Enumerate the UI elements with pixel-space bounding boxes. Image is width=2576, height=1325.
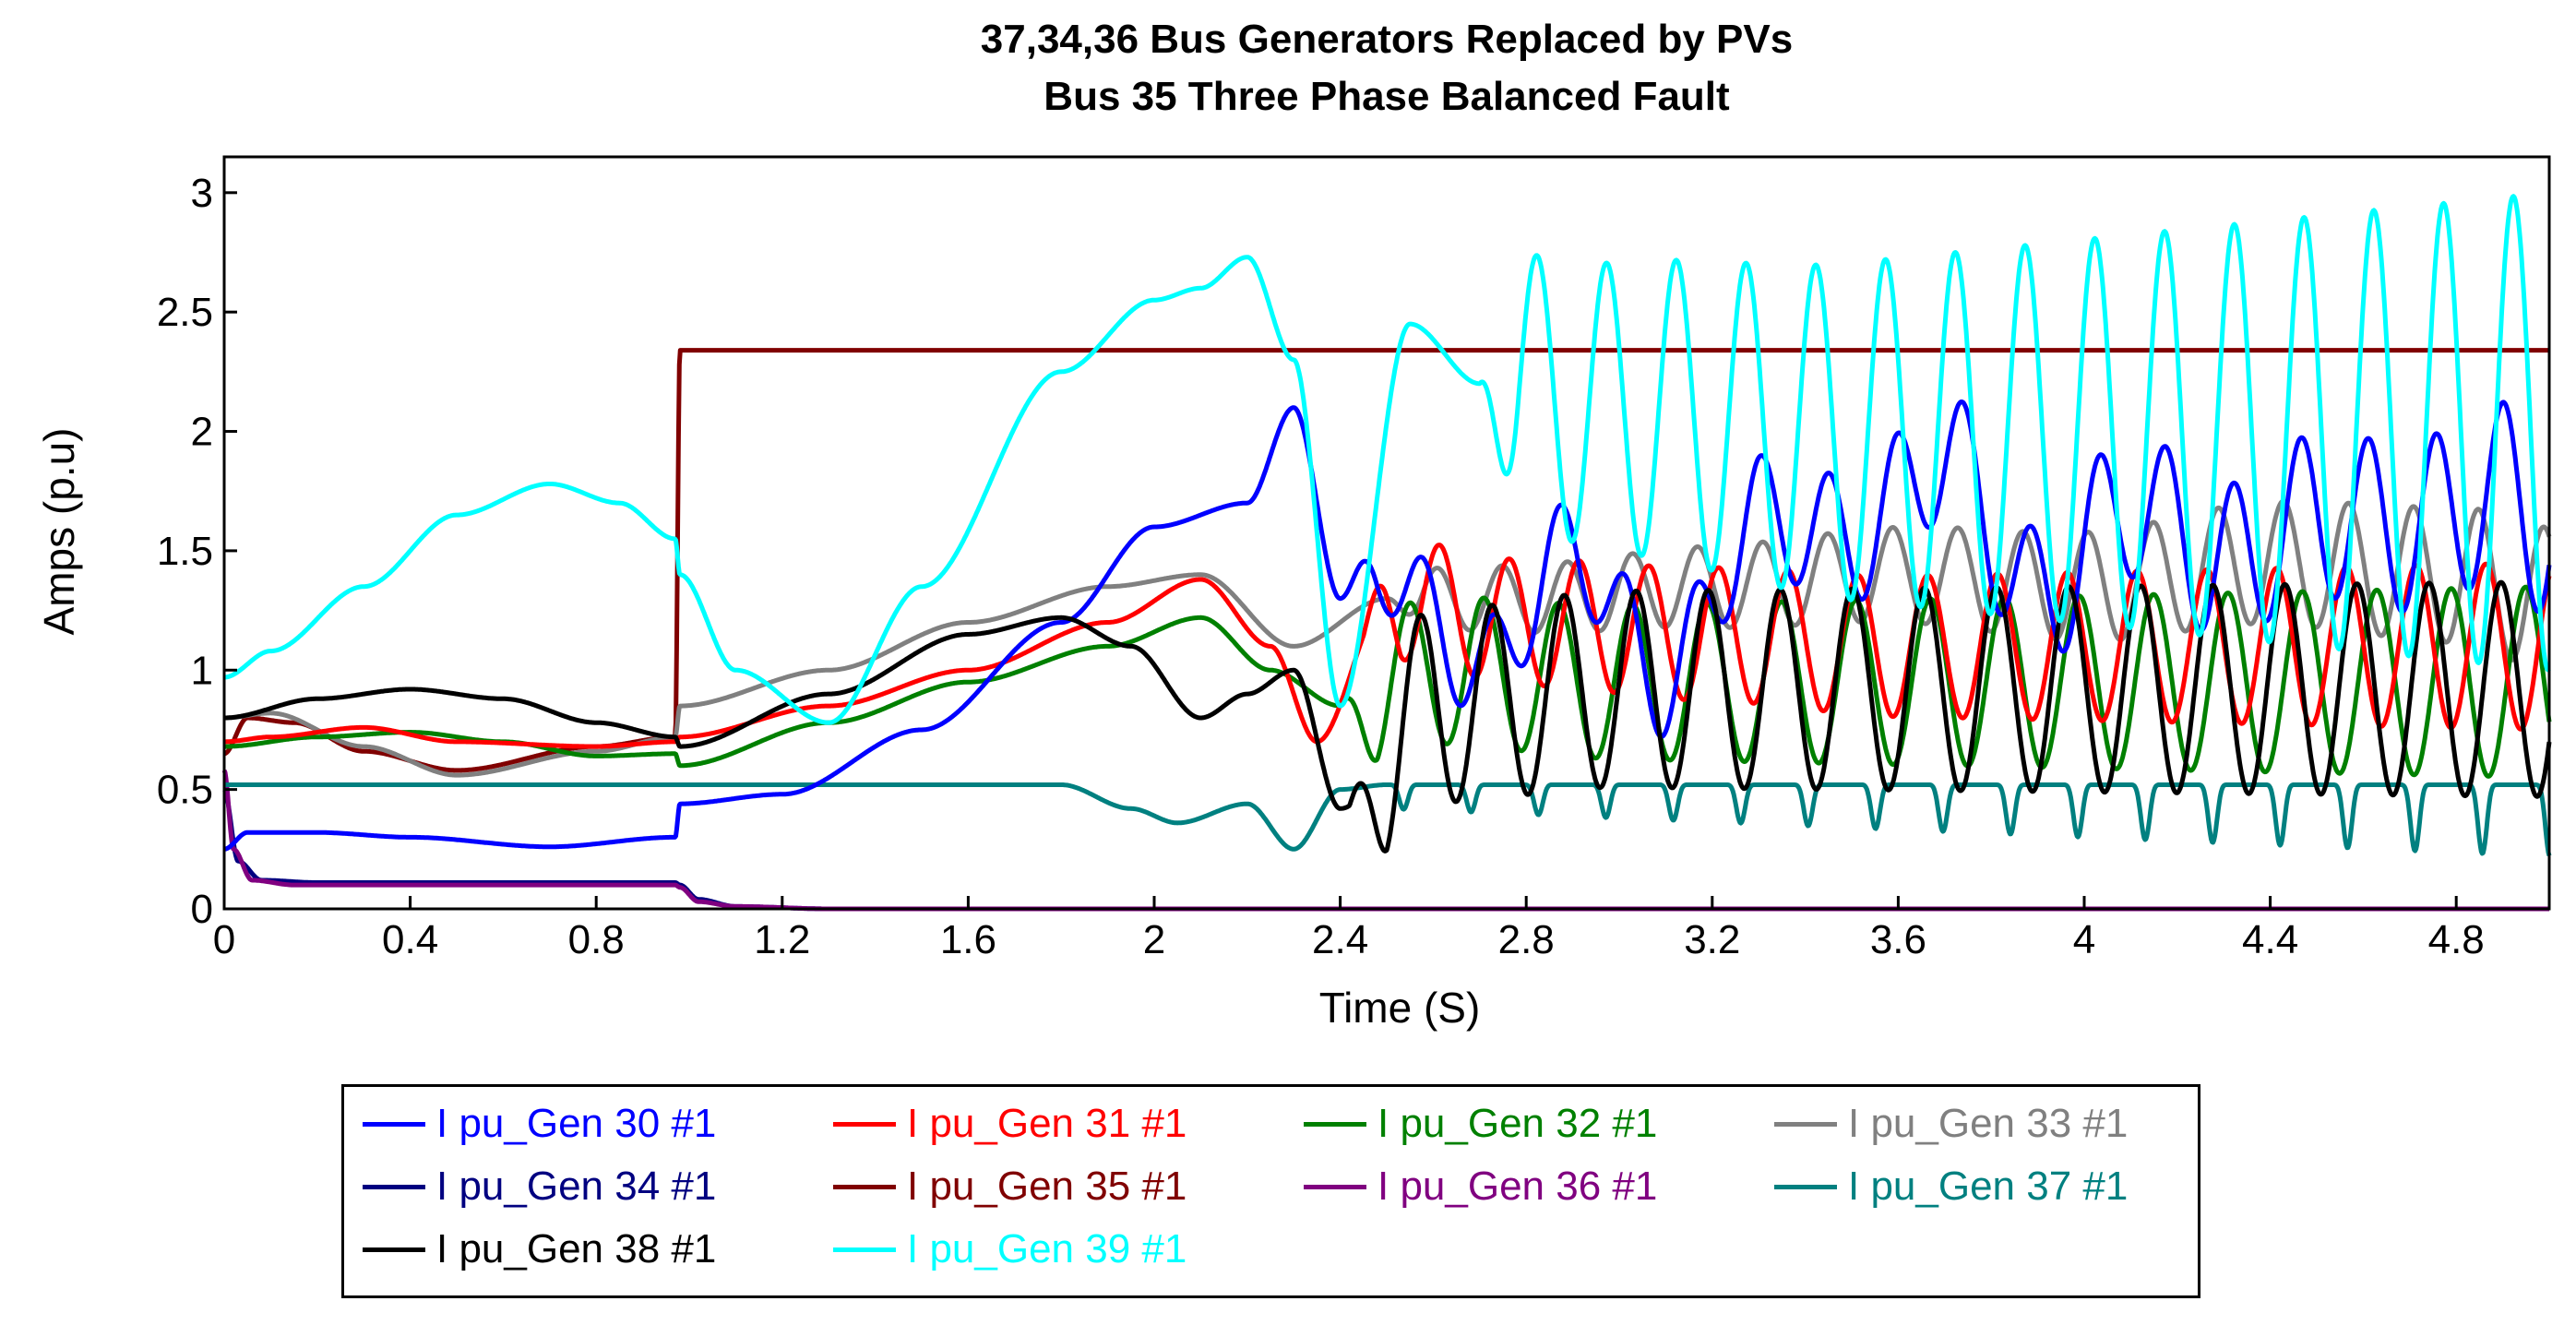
plot-area bbox=[224, 157, 2549, 909]
x-tick-label: 0.4 bbox=[382, 917, 438, 962]
y-tick-label: 3 bbox=[191, 171, 213, 216]
legend-label: I pu_Gen 35 #1 bbox=[907, 1164, 1187, 1209]
legend-swatch bbox=[833, 1247, 896, 1252]
series-line-i-pu-gen-39-1 bbox=[222, 194, 2551, 725]
legend-item: I pu_Gen 33 #1 bbox=[1774, 1094, 2128, 1153]
legend-item: I pu_Gen 37 #1 bbox=[1774, 1157, 2128, 1216]
legend-label: I pu_Gen 39 #1 bbox=[907, 1226, 1187, 1271]
x-tick-label: 3.6 bbox=[1870, 917, 1926, 962]
legend-item: I pu_Gen 32 #1 bbox=[1304, 1094, 1657, 1153]
legend-swatch bbox=[363, 1247, 425, 1252]
y-tick-label: 0.5 bbox=[157, 768, 213, 813]
legend: I pu_Gen 30 #1 I pu_Gen 31 #1 I pu_Gen 32 … bbox=[341, 1084, 2200, 1298]
x-tick-label: 0 bbox=[213, 917, 235, 962]
x-tick-label: 4 bbox=[2073, 917, 2095, 962]
x-tick-label: 4.4 bbox=[2242, 917, 2298, 962]
y-tick-label: 1.5 bbox=[157, 529, 213, 574]
legend-label: I pu_Gen 36 #1 bbox=[1377, 1164, 1658, 1209]
y-tick-label: 0 bbox=[191, 887, 213, 932]
legend-item: I pu_Gen 39 #1 bbox=[833, 1220, 1187, 1279]
series-line-i-pu-gen-30-1 bbox=[222, 399, 2552, 852]
legend-item: I pu_Gen 31 #1 bbox=[833, 1094, 1187, 1153]
series-line-i-pu-gen-37-1 bbox=[222, 782, 2552, 857]
chart-title-block: 37,34,36 Bus Generators Replaced by PVs … bbox=[224, 11, 2549, 125]
legend-item: I pu_Gen 30 #1 bbox=[363, 1094, 716, 1153]
x-tick-label: 2 bbox=[1143, 917, 1165, 962]
legend-swatch bbox=[1774, 1121, 1837, 1127]
x-tick-label: 2.8 bbox=[1498, 917, 1555, 962]
series-line-i-pu-gen-38-1 bbox=[222, 579, 2552, 853]
chart-title: 37,34,36 Bus Generators Replaced by PVs bbox=[980, 17, 1794, 62]
legend-label: I pu_Gen 38 #1 bbox=[436, 1226, 717, 1271]
y-tick-label: 2.5 bbox=[157, 290, 213, 335]
legend-item: I pu_Gen 38 #1 bbox=[363, 1220, 716, 1279]
x-tick-label: 1.2 bbox=[754, 917, 810, 962]
legend-swatch bbox=[1304, 1184, 1366, 1189]
legend-swatch bbox=[363, 1121, 425, 1127]
series-layer bbox=[221, 194, 2552, 912]
plot-frame bbox=[222, 155, 2551, 911]
legend-label: I pu_Gen 30 #1 bbox=[436, 1101, 717, 1146]
legend-swatch bbox=[833, 1121, 896, 1127]
x-tick-label: 4.8 bbox=[2428, 917, 2485, 962]
y-axis-title: Amps (p.u) bbox=[35, 428, 83, 636]
legend-label: I pu_Gen 33 #1 bbox=[1848, 1101, 2129, 1146]
legend-item: I pu_Gen 36 #1 bbox=[1304, 1157, 1657, 1216]
x-tick-label: 0.8 bbox=[568, 917, 625, 962]
legend-label: I pu_Gen 32 #1 bbox=[1377, 1101, 1658, 1146]
x-axis: 0 0.4 0.8 1.2 1.6 2 2.4 2.8 3.2 3.6 4 4.4 4.8 bbox=[213, 896, 2485, 962]
legend-swatch bbox=[833, 1184, 896, 1189]
legend-swatch bbox=[1304, 1121, 1366, 1127]
chart-subtitle: Bus 35 Three Phase Balanced Fault bbox=[1044, 74, 1730, 119]
legend-label: I pu_Gen 37 #1 bbox=[1848, 1164, 2129, 1209]
x-tick-label: 1.6 bbox=[940, 917, 996, 962]
legend-swatch bbox=[363, 1184, 425, 1189]
x-tick-label: 2.4 bbox=[1312, 917, 1368, 962]
legend-item: I pu_Gen 34 #1 bbox=[363, 1157, 716, 1216]
legend-label: I pu_Gen 31 #1 bbox=[907, 1101, 1187, 1146]
legend-label: I pu_Gen 34 #1 bbox=[436, 1164, 717, 1209]
legend-item: I pu_Gen 35 #1 bbox=[833, 1157, 1187, 1216]
x-axis-title: Time (S) bbox=[1319, 984, 1481, 1032]
legend-swatch bbox=[1774, 1184, 1837, 1189]
y-tick-label: 1 bbox=[191, 648, 213, 693]
y-axis: 0 0.5 1 1.5 2 2.5 3 bbox=[157, 171, 237, 932]
y-tick-label: 2 bbox=[191, 410, 213, 455]
series-line-i-pu-gen-32-1 bbox=[222, 584, 2552, 779]
series-line-i-pu-gen-31-1 bbox=[222, 543, 2552, 749]
x-tick-label: 3.2 bbox=[1684, 917, 1740, 962]
line-chart: 0 0.4 0.8 1.2 1.6 2 2.4 2.8 3.2 3.6 4 4.4 4.8 0 0.5 1 1… bbox=[35, 155, 2552, 1032]
